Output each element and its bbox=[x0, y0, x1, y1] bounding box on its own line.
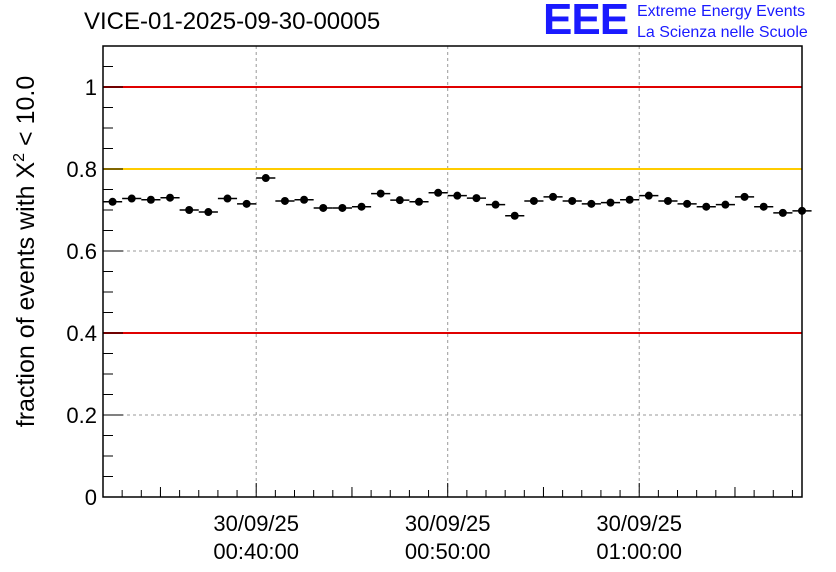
data-point bbox=[587, 199, 596, 208]
data-point bbox=[204, 208, 213, 217]
y-axis-label-superscript: 2 bbox=[11, 153, 28, 162]
data-point bbox=[300, 195, 309, 204]
data-point bbox=[185, 206, 194, 214]
data-point bbox=[127, 194, 136, 203]
y-axis-label: fraction of events with Χ2 < 10.0 bbox=[11, 76, 40, 427]
data-point bbox=[472, 194, 481, 203]
plot-frame bbox=[102, 45, 803, 498]
data-point bbox=[798, 206, 806, 215]
data-point bbox=[759, 202, 768, 211]
y-tick-label: 0.6 bbox=[66, 239, 97, 264]
data-point bbox=[108, 197, 117, 206]
data-point bbox=[644, 191, 653, 200]
x-tick-label-date: 30/09/25 bbox=[213, 511, 299, 536]
data-point bbox=[453, 191, 462, 200]
data-point bbox=[434, 188, 443, 197]
logo-line-1: Extreme Energy Events bbox=[637, 3, 806, 20]
data-point bbox=[529, 196, 538, 205]
data-point bbox=[568, 196, 577, 205]
y-tick-label: 0.8 bbox=[66, 157, 97, 182]
y-tick-label: 0.4 bbox=[66, 321, 97, 346]
data-point bbox=[663, 196, 672, 205]
y-tick-label: 0 bbox=[85, 485, 97, 510]
data-point bbox=[549, 192, 558, 201]
y-axis-label-prefix: fraction of events with bbox=[12, 179, 40, 428]
data-point bbox=[491, 200, 500, 209]
logo-line-2: La Scienza nelle Scuole bbox=[637, 24, 808, 41]
x-tick-label-time: 01:00:00 bbox=[596, 539, 682, 564]
data-point bbox=[242, 199, 251, 208]
chart-title: VICE-01-2025-09-30-00005 bbox=[84, 8, 381, 35]
data-point bbox=[625, 195, 634, 204]
data-point bbox=[376, 189, 385, 198]
y-axis-label-suffix: < 10.0 bbox=[12, 76, 40, 153]
data-point bbox=[606, 198, 615, 207]
eee-logo: EEE Extreme Energy Events La Scienza nel… bbox=[543, 0, 833, 46]
series-fraction bbox=[103, 174, 812, 220]
data-point bbox=[510, 211, 519, 220]
data-point bbox=[166, 193, 175, 202]
data-point bbox=[280, 196, 289, 205]
y-axis-label-chi: Χ bbox=[12, 162, 40, 179]
data-point bbox=[223, 194, 232, 203]
data-point bbox=[395, 196, 404, 205]
y-tick-label: 1 bbox=[85, 75, 97, 100]
data-point bbox=[146, 195, 155, 204]
data-point bbox=[702, 202, 711, 211]
x-tick-label-date: 30/09/25 bbox=[405, 511, 491, 536]
data-point bbox=[319, 203, 328, 212]
data-point bbox=[721, 200, 730, 209]
data-point bbox=[357, 202, 366, 211]
x-tick-label-time: 00:40:00 bbox=[213, 539, 299, 564]
eee-logo-mark: EEE bbox=[543, 0, 629, 44]
y-tick-label: 0.2 bbox=[66, 403, 97, 428]
x-tick-label-time: 00:50:00 bbox=[405, 539, 491, 564]
data-point bbox=[740, 192, 749, 201]
x-tick-label-date: 30/09/25 bbox=[596, 511, 682, 536]
data-point bbox=[338, 203, 347, 212]
data-point bbox=[261, 174, 270, 183]
data-point bbox=[414, 197, 423, 206]
data-point bbox=[778, 208, 787, 217]
data-point bbox=[683, 199, 692, 208]
